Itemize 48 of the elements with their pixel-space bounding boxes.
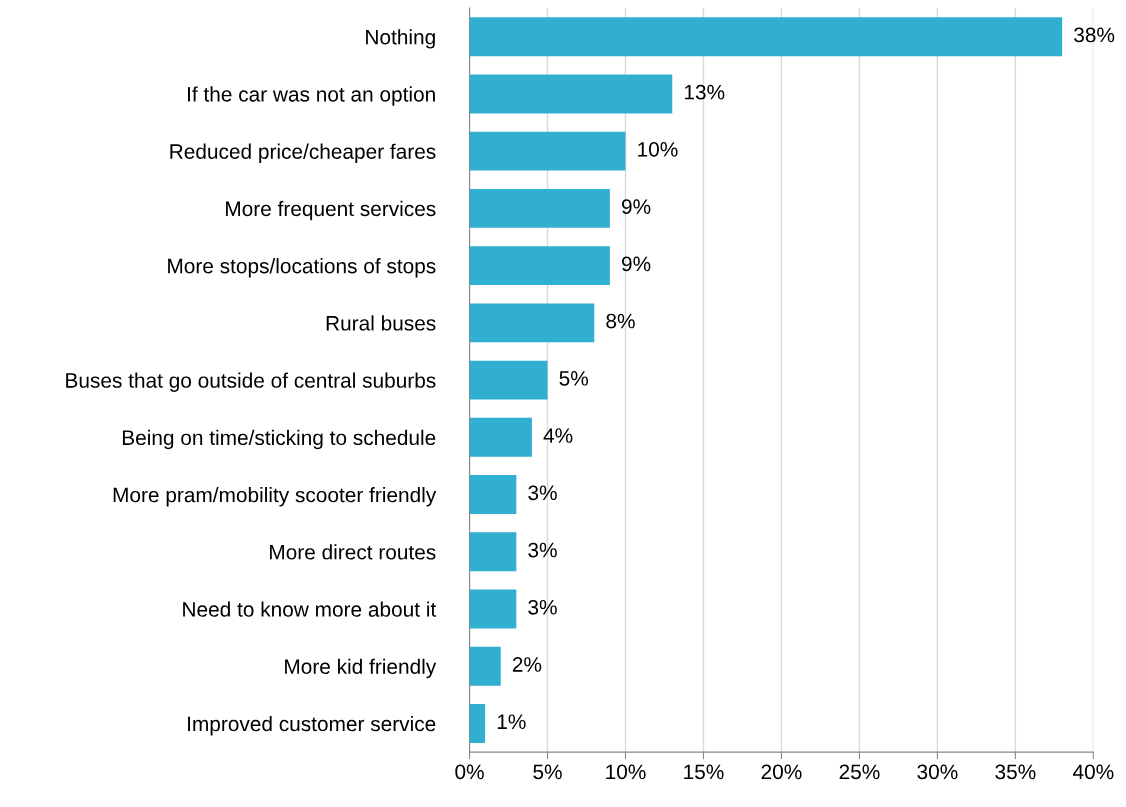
y-tick-label: More direct routes: [270, 544, 436, 560]
x-tick-label: 0%: [455, 764, 484, 780]
bar: [469, 646, 501, 686]
bar: [469, 589, 517, 629]
bar: [469, 360, 548, 400]
y-tick-label: Need to know more about it: [183, 601, 437, 617]
data-label: 2%: [512, 657, 542, 672]
x-tick-label: 20%: [761, 764, 802, 780]
data-label: 3%: [528, 599, 557, 615]
y-tick-label: Nothing: [366, 29, 435, 49]
y-tick-label: More kid friendly: [285, 658, 437, 679]
y-tick-label: Reduced price/cheaper fares: [170, 143, 436, 164]
y-tick-label: Buses that go outside of central suburbs: [66, 372, 436, 392]
y-tick-label: Being on time/sticking to schedule: [122, 429, 436, 450]
data-label: 13%: [684, 84, 725, 100]
bar: [469, 417, 532, 457]
bar: [469, 532, 517, 572]
x-tick-label: 5%: [533, 764, 562, 780]
data-label: 1%: [497, 714, 526, 730]
bar: [469, 704, 486, 743]
y-tick-label: If the car was not an option: [188, 86, 435, 106]
data-label: 5%: [559, 371, 588, 386]
bar: [469, 303, 595, 343]
y-tick-label: Rural buses: [326, 315, 436, 331]
data-label: 9%: [621, 199, 651, 214]
y-tick-label: More stops/locations of stops: [168, 258, 436, 278]
y-tick-label: More frequent services: [226, 200, 436, 221]
x-tick-label: 40%: [1072, 764, 1114, 780]
x-tick-label: 15%: [684, 764, 724, 780]
bar: [469, 131, 626, 171]
data-label: 10%: [638, 142, 678, 157]
y-tick-label: More pram/mobility scooter friendly: [113, 487, 437, 507]
data-label: 3%: [528, 485, 557, 501]
x-tick-label: 25%: [839, 764, 880, 780]
x-tick-label: 35%: [995, 764, 1036, 780]
data-label: 9%: [621, 256, 651, 272]
bar: [469, 188, 610, 228]
data-label: 3%: [528, 542, 557, 558]
x-tick-label: 30%: [917, 764, 958, 780]
x-tick-label: 10%: [606, 764, 646, 780]
data-label: 4%: [543, 428, 573, 443]
data-label: 8%: [606, 313, 635, 329]
bar: [469, 475, 517, 515]
bar: [469, 17, 1063, 57]
data-label: 38%: [1074, 27, 1115, 43]
bar: [469, 74, 673, 114]
y-tick-label: Improved customer service: [188, 715, 436, 736]
bar: [469, 246, 610, 286]
